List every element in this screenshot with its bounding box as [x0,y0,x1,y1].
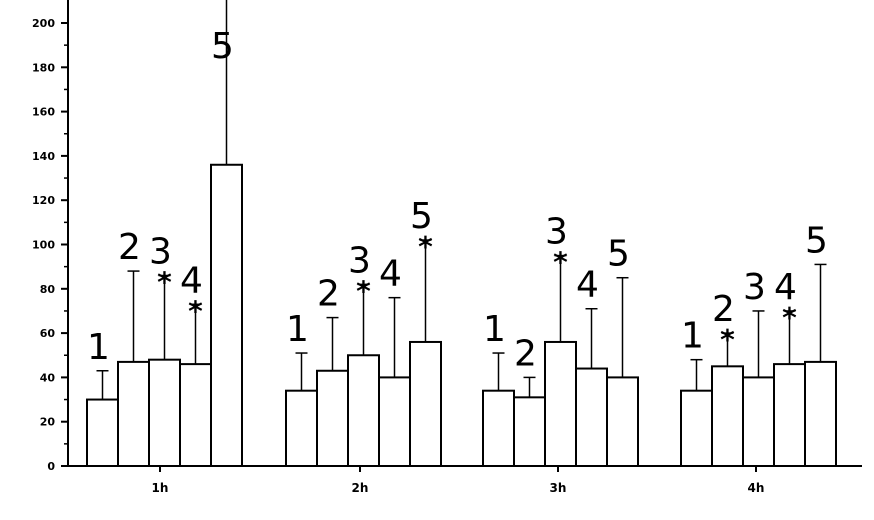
bar-number-label: 5 [805,220,828,261]
bar-number-label: 2 [118,227,141,268]
y-tick-label: 160 [32,106,55,119]
bar-number-label: 3 [149,232,172,273]
bar [773,363,806,467]
bar-number-label: 1 [483,309,506,350]
bar [513,396,546,467]
x-tick-label: 3h [550,481,567,495]
y-tick-label: 80 [40,283,56,296]
bar-number-label: 5 [607,234,630,275]
bar [544,340,577,467]
significance-star: * [188,294,203,327]
x-axis: 1h 2h 3h 4h [68,465,862,495]
bar [179,363,212,467]
bar-number-label: 3 [743,267,766,308]
x-tick-label: 2h [352,481,369,495]
y-tick-label: 0 [47,460,55,473]
bar [285,389,318,467]
bar [711,365,744,468]
bar [742,376,775,467]
bar [575,367,608,468]
bar-number-label: 3 [545,212,568,253]
x-tick-label: 4h [748,481,765,495]
bar-number-label: 2 [514,333,537,374]
y-tick-label: 200 [32,17,55,30]
bar [804,360,837,467]
bar [86,398,119,467]
x-tick-label: 1h [152,481,169,495]
y-tick-label: 20 [40,416,56,429]
bar [347,354,380,467]
bar-number-label: 5 [211,26,234,67]
bar-number-label: 1 [286,309,309,350]
bar-number-label: 4 [774,267,797,308]
bar-number-label: 5 [410,196,433,237]
bars [86,0,837,468]
bar [680,389,713,467]
bar-number-label: 4 [576,265,599,306]
bar-number-label: 1 [681,316,704,357]
bar-number-label: 1 [87,327,110,368]
y-tick-label: 60 [40,327,56,340]
bar [210,163,243,467]
bar [117,360,150,467]
bar-number-label: 4 [379,254,402,295]
y-tick-label: 40 [40,371,56,384]
bar-number-label: 4 [180,260,203,301]
bar-number-label: 3 [348,240,371,281]
bar [316,369,349,468]
y-tick-label: 180 [32,61,55,74]
bar [378,376,411,467]
significance-star: * [157,266,172,299]
bar [148,358,181,467]
significance-star: * [356,274,371,307]
bar-number-label: 2 [317,274,340,315]
significance-star: * [553,246,568,279]
y-tick-label: 120 [32,194,55,207]
significance-star: * [720,323,735,356]
bar-number-label: 2 [712,289,735,330]
y-tick-label: 100 [32,239,55,252]
bar [409,340,442,467]
bar [482,389,515,467]
y-tick-label: 140 [32,150,55,163]
significance-star: * [782,301,797,334]
y-axis: 0 20 40 60 80 100 120 140 160 180 200 [32,0,69,473]
significance-star: * [418,230,433,263]
bar [606,376,639,467]
